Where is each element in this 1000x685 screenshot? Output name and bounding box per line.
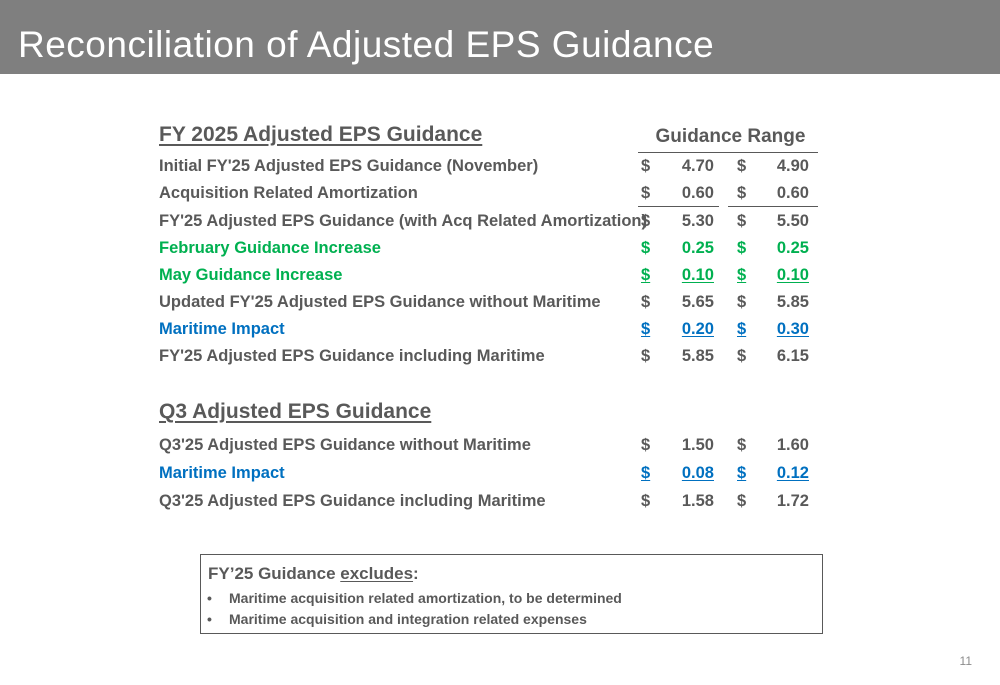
low-value: 5.65 — [681, 293, 714, 311]
guidance-range-header: Guidance Range — [655, 126, 806, 147]
high-value: 1.72 — [776, 492, 809, 510]
currency-symbol: $ — [641, 320, 651, 338]
low-value: 0.20 — [681, 320, 714, 338]
low-value: 5.30 — [681, 212, 714, 230]
currency-symbol: $ — [641, 266, 651, 284]
low-value: 5.85 — [681, 347, 714, 365]
low-value: 1.58 — [681, 492, 714, 510]
table-row: Initial FY'25 Adjusted EPS Guidance (Nov… — [159, 154, 819, 178]
table-row: February Guidance Increase $ 0.25 $ 0.25 — [159, 236, 819, 260]
high-value: 0.25 — [776, 239, 809, 257]
subtotal-line — [638, 206, 719, 207]
note-item-text: Maritime acquisition related amortizatio… — [229, 590, 622, 606]
bullet-icon: • — [207, 611, 212, 627]
guidance-range-underline — [638, 152, 818, 153]
row-label: May Guidance Increase — [159, 266, 343, 284]
currency-symbol: $ — [641, 464, 651, 482]
currency-symbol: $ — [737, 157, 747, 175]
row-label: Maritime Impact — [159, 320, 285, 338]
currency-symbol: $ — [641, 436, 651, 454]
low-value: 1.50 — [681, 436, 714, 454]
high-value: 0.60 — [776, 184, 809, 202]
currency-symbol: $ — [737, 492, 747, 510]
row-label: FY'25 Adjusted EPS Guidance including Ma… — [159, 347, 545, 365]
note-heading-prefix: FY’25 Guidance — [208, 564, 341, 583]
table-row: FY'25 Adjusted EPS Guidance including Ma… — [159, 344, 819, 368]
high-value: 5.50 — [776, 212, 809, 230]
currency-symbol: $ — [737, 184, 747, 202]
table-row: Updated FY'25 Adjusted EPS Guidance with… — [159, 290, 819, 314]
high-value: 4.90 — [776, 157, 809, 175]
exclusions-note-box: FY’25 Guidance excludes: • Maritime acqui… — [200, 554, 823, 634]
slide-title: Reconciliation of Adjusted EPS Guidance — [18, 24, 715, 65]
currency-symbol: $ — [641, 492, 651, 510]
table-row: Q3'25 Adjusted EPS Guidance without Mari… — [159, 433, 819, 457]
row-label: February Guidance Increase — [159, 239, 381, 257]
row-label: Maritime Impact — [159, 464, 285, 482]
table-row: Maritime Impact $ 0.08 $ 0.12 — [159, 461, 819, 485]
note-list-item: • Maritime acquisition related amortizati… — [207, 590, 622, 606]
note-item-text: Maritime acquisition and integration rel… — [229, 611, 587, 627]
fy-section-heading: FY 2025 Adjusted EPS Guidance — [159, 123, 483, 146]
table-row: Q3'25 Adjusted EPS Guidance including Ma… — [159, 489, 819, 513]
currency-symbol: $ — [737, 266, 747, 284]
high-value: 1.60 — [776, 436, 809, 454]
low-value: 0.25 — [681, 239, 714, 257]
table-row: Acquisition Related Amortization $ 0.60 … — [159, 181, 819, 205]
currency-symbol: $ — [737, 239, 747, 257]
table-row: May Guidance Increase $ 0.10 $ 0.10 — [159, 263, 819, 287]
note-list-item: • Maritime acquisition and integration re… — [207, 611, 587, 627]
bullet-icon: • — [207, 590, 212, 606]
q3-section-heading: Q3 Adjusted EPS Guidance — [159, 400, 432, 423]
row-label: Q3'25 Adjusted EPS Guidance without Mari… — [159, 436, 531, 454]
high-value: 5.85 — [776, 293, 809, 311]
high-value: 6.15 — [776, 347, 809, 365]
row-label: Acquisition Related Amortization — [159, 184, 418, 202]
row-label: Q3'25 Adjusted EPS Guidance including Ma… — [159, 492, 546, 510]
currency-symbol: $ — [737, 436, 747, 454]
currency-symbol: $ — [737, 464, 747, 482]
currency-symbol: $ — [737, 212, 747, 230]
currency-symbol: $ — [641, 347, 651, 365]
currency-symbol: $ — [737, 347, 747, 365]
title-bar: Reconciliation of Adjusted EPS Guidance — [0, 0, 1000, 74]
row-label: Updated FY'25 Adjusted EPS Guidance with… — [159, 293, 601, 311]
currency-symbol: $ — [641, 293, 651, 311]
currency-symbol: $ — [641, 212, 651, 230]
currency-symbol: $ — [641, 157, 651, 175]
currency-symbol: $ — [641, 184, 651, 202]
currency-symbol: $ — [641, 239, 651, 257]
low-value: 0.08 — [681, 464, 714, 482]
high-value: 0.30 — [776, 320, 809, 338]
row-label: FY'25 Adjusted EPS Guidance (with Acq Re… — [159, 212, 647, 230]
high-value: 0.12 — [776, 464, 809, 482]
table-row: FY'25 Adjusted EPS Guidance (with Acq Re… — [159, 209, 819, 233]
low-value: 0.60 — [681, 184, 714, 202]
low-value: 4.70 — [681, 157, 714, 175]
note-heading: FY’25 Guidance excludes: — [208, 564, 419, 584]
row-label: Initial FY'25 Adjusted EPS Guidance (Nov… — [159, 157, 539, 175]
table-row: Maritime Impact $ 0.20 $ 0.30 — [159, 317, 819, 341]
low-value: 0.10 — [681, 266, 714, 284]
subtotal-line — [728, 206, 818, 207]
note-heading-emphasis: excludes — [340, 564, 414, 583]
high-value: 0.10 — [776, 266, 809, 284]
page-number: 11 — [959, 654, 972, 668]
note-heading-suffix: : — [413, 564, 419, 583]
currency-symbol: $ — [737, 320, 747, 338]
currency-symbol: $ — [737, 293, 747, 311]
